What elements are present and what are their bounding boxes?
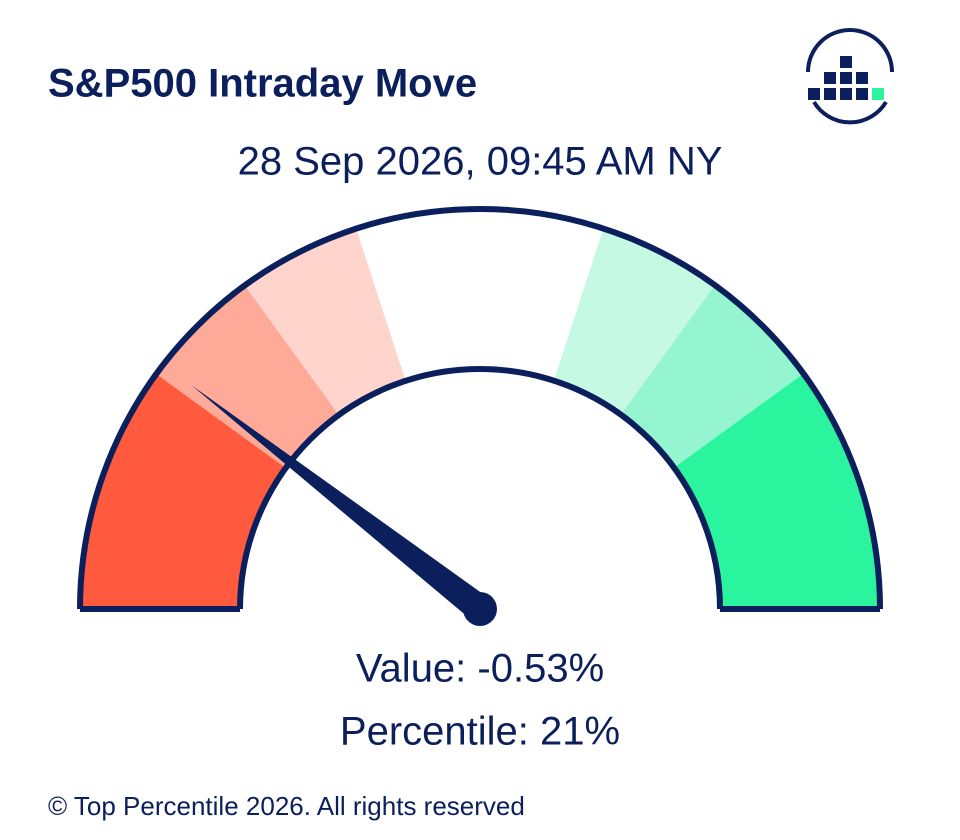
logo bbox=[806, 28, 894, 125]
footer: © Top Percentile 2026. All rights reserv… bbox=[48, 791, 525, 821]
needle bbox=[191, 385, 489, 621]
chart-subtitle: 28 Sep 2026, 09:45 AM NY bbox=[238, 140, 723, 184]
percentile-label: Percentile: 21% bbox=[340, 710, 620, 754]
chart-title: S&P500 Intraday Move bbox=[48, 62, 477, 106]
value-label: Value: -0.53% bbox=[356, 647, 604, 691]
gauge bbox=[77, 206, 883, 626]
gauge-outline bbox=[77, 206, 883, 612]
needle-hub bbox=[463, 592, 497, 626]
